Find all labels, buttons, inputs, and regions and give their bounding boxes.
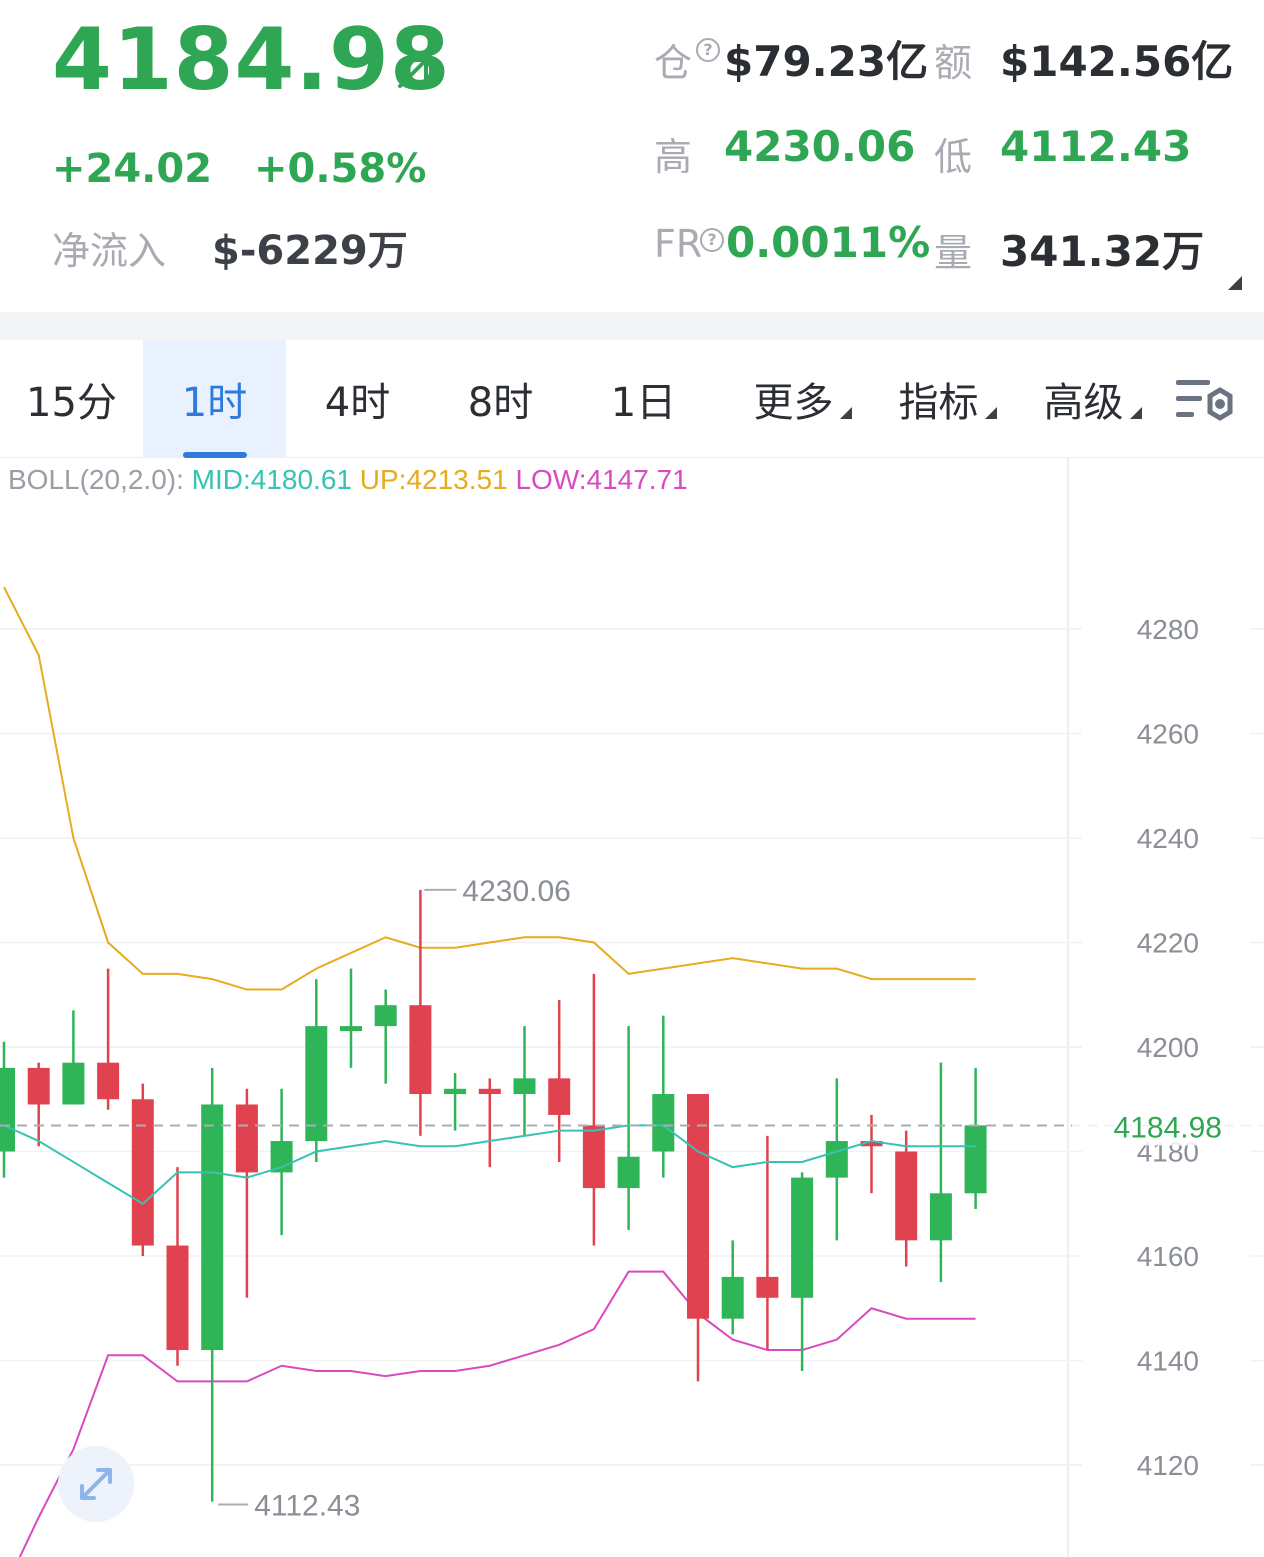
netflow-label: 净流入: [52, 229, 167, 273]
high-value: 4230.06: [724, 122, 916, 171]
candle-body: [929, 1193, 952, 1241]
candle-body: [166, 1245, 189, 1351]
y-tick-label: 4260: [1137, 719, 1199, 750]
tab-more[interactable]: 更多: [730, 340, 875, 458]
candle-body: [201, 1104, 224, 1351]
candle-body: [860, 1141, 883, 1147]
candle-body: [340, 1026, 362, 1032]
tab-15m[interactable]: 15分: [26, 380, 117, 426]
candle-body: [756, 1276, 779, 1298]
advanced-dropdown-icon: [1129, 407, 1142, 419]
last-price-label-bg: [1072, 1105, 1264, 1146]
turnover-label: 额: [934, 41, 973, 85]
candle-body: [825, 1141, 848, 1178]
ticker-header: 4184.98 +24.02 +0.58% 净流入 $-6229万 仓 ? $7…: [0, 0, 1264, 312]
low-label: 低: [934, 135, 973, 179]
candle-body: [617, 1156, 640, 1189]
open-interest-help-icon[interactable]: ?: [696, 38, 720, 62]
candle-body: [513, 1078, 536, 1095]
candle-body: [235, 1104, 258, 1173]
tab-4h[interactable]: 4时: [324, 380, 391, 426]
trend-up-arrow-icon: [398, 58, 428, 88]
active-tab-indicator: [182, 452, 247, 458]
boll-legend: BOLL(20,2.0): MID:4180.61 UP:4213.51 LOW…: [8, 464, 688, 496]
candle-body: [444, 1088, 467, 1095]
change-percent: +0.58%: [254, 146, 427, 192]
boll-middle-line: [3, 1124, 976, 1205]
netflow-value: $-6229万: [212, 228, 408, 274]
candle-body: [27, 1067, 50, 1105]
candle-body: [97, 1062, 120, 1100]
candle-body: [131, 1099, 154, 1246]
indicators-dropdown-icon: [984, 407, 997, 419]
candle-body: [62, 1062, 85, 1105]
candle-body: [791, 1177, 814, 1298]
tab-1d[interactable]: 1日: [610, 380, 677, 426]
y-tick-label: 4180: [1137, 1137, 1199, 1168]
candle-body: [0, 1067, 15, 1152]
funding-rate-help-icon[interactable]: ?: [700, 228, 724, 252]
candle-body: [374, 1005, 397, 1027]
expand-icon: [80, 1468, 112, 1500]
last-price: 4184.98: [52, 10, 451, 110]
y-tick-label: 4120: [1137, 1450, 1199, 1481]
turnover-value: $142.56亿: [1000, 37, 1234, 86]
low-value: 4112.43: [1000, 122, 1192, 171]
volume-value: 341.32万: [1000, 227, 1205, 276]
candle-body: [305, 1026, 328, 1142]
candle-body: [270, 1141, 293, 1173]
boll-legend-name: BOLL(20,2.0):: [8, 464, 184, 495]
low-marker-label: 4112.43: [254, 1490, 360, 1523]
funding-rate-label: FR: [654, 222, 703, 266]
boll-lower-line: [18, 1270, 976, 1557]
open-interest-value: $79.23亿: [724, 37, 929, 86]
boll-upper-line: [3, 586, 976, 991]
candle-body: [964, 1125, 987, 1194]
interval-tabs: 15分 1时 4时 8时 1日 更多 指标 高级: [0, 340, 1264, 458]
y-tick-label: 4140: [1137, 1346, 1199, 1377]
candle-body: [478, 1088, 501, 1095]
y-tick-label: 4200: [1137, 1032, 1199, 1063]
last-price-label: 4184.98: [1114, 1111, 1222, 1144]
y-tick-label: 4240: [1137, 823, 1199, 854]
tab-advanced[interactable]: 高级: [1020, 340, 1165, 458]
candle-body: [409, 1005, 432, 1095]
candle-body: [652, 1094, 675, 1152]
tab-8h[interactable]: 8时: [467, 380, 534, 426]
candle-body: [721, 1276, 744, 1319]
boll-legend-mid: MID:4180.61: [191, 464, 352, 495]
expand-stats-icon[interactable]: [1228, 276, 1242, 290]
boll-legend-low: LOW:4147.71: [515, 464, 688, 495]
change-absolute: +24.02: [52, 146, 213, 192]
volume-label: 量: [934, 231, 973, 275]
funding-rate-value: 0.0011%: [726, 218, 931, 267]
y-tick-label: 4220: [1137, 928, 1199, 959]
boll-legend-up: UP:4213.51: [359, 464, 508, 495]
fullscreen-button[interactable]: [58, 1446, 134, 1522]
candle-body: [687, 1094, 709, 1319]
tab-indicators[interactable]: 指标: [875, 340, 1020, 458]
section-divider: [0, 312, 1264, 340]
high-label: 高: [654, 135, 693, 179]
chart-settings-icon[interactable]: [1170, 372, 1240, 432]
high-marker-label: 4230.06: [462, 875, 570, 908]
y-tick-label: 4280: [1137, 614, 1199, 645]
candle-body: [548, 1078, 571, 1115]
candle-body: [895, 1151, 918, 1241]
tab-1h[interactable]: 1时: [143, 340, 286, 458]
open-interest-label: 仓: [654, 41, 693, 85]
y-tick-label: 4160: [1137, 1241, 1199, 1272]
candle-body: [582, 1125, 605, 1189]
more-dropdown-icon: [839, 407, 852, 419]
